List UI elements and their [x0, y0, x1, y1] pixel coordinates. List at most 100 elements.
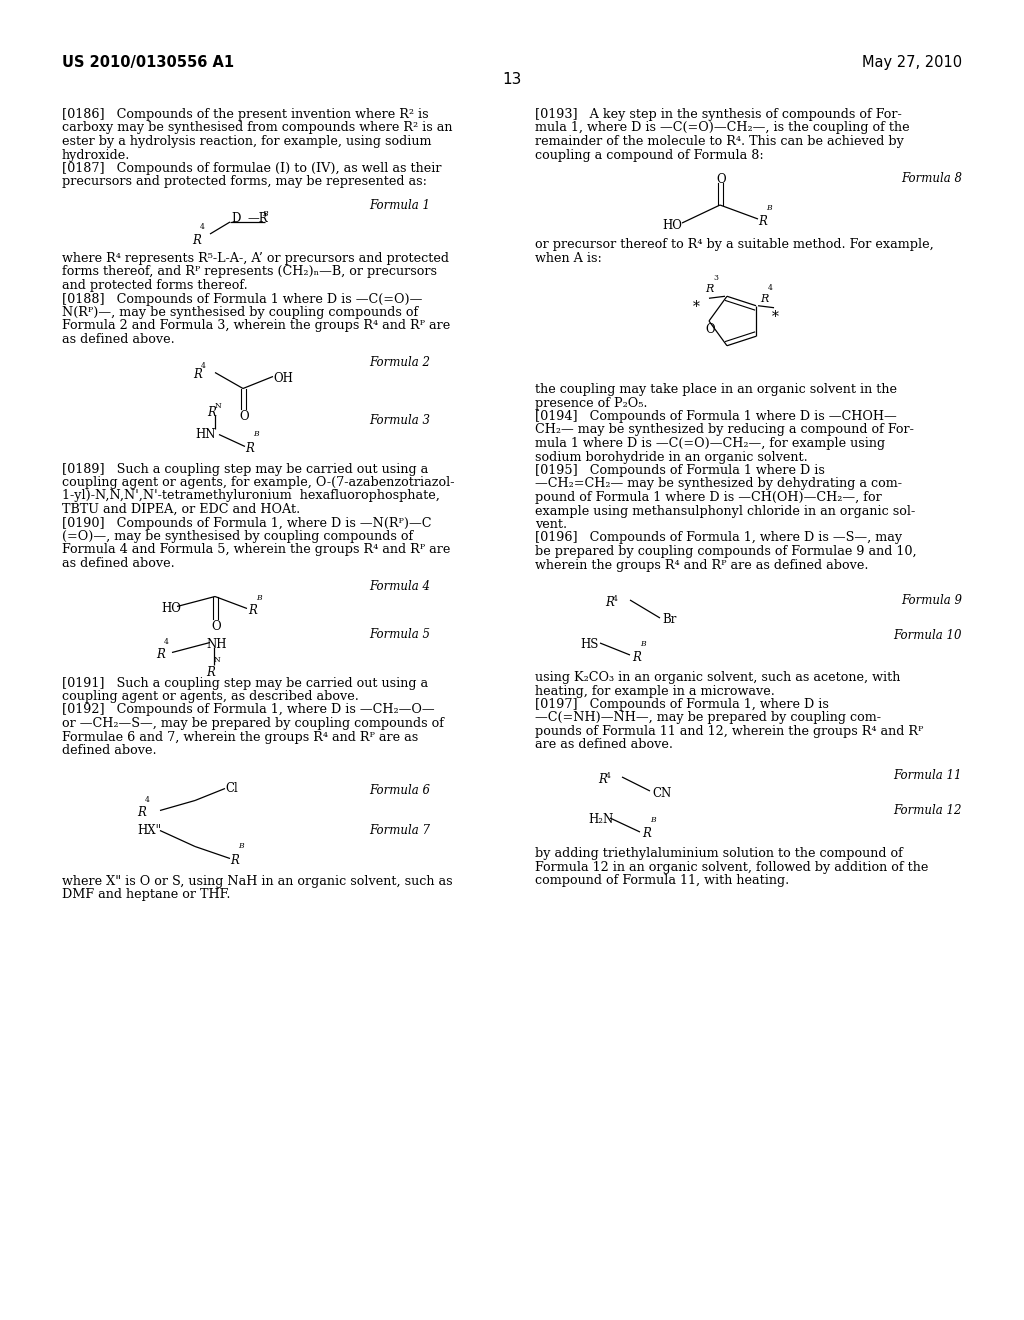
- Text: vent.: vent.: [535, 517, 567, 531]
- Text: DMF and heptane or THF.: DMF and heptane or THF.: [62, 888, 230, 902]
- Text: B: B: [262, 210, 267, 218]
- Text: defined above.: defined above.: [62, 744, 157, 756]
- Text: [0194]   Compounds of Formula 1 where D is —CHOH—: [0194] Compounds of Formula 1 where D is…: [535, 411, 897, 422]
- Text: or precursor thereof to R⁴ by a suitable method. For example,: or precursor thereof to R⁴ by a suitable…: [535, 238, 934, 251]
- Text: US 2010/0130556 A1: US 2010/0130556 A1: [62, 55, 234, 70]
- Text: where R⁴ represents R⁵-L-A-, A’ or precursors and protected: where R⁴ represents R⁵-L-A-, A’ or precu…: [62, 252, 449, 265]
- Text: 1-yl)-N,N,N',N'-tetramethyluronium  hexafluorophosphate,: 1-yl)-N,N,N',N'-tetramethyluronium hexaf…: [62, 490, 440, 503]
- Text: H₂N: H₂N: [588, 813, 613, 826]
- Text: pounds of Formula 11 and 12, wherein the groups R⁴ and Rᴾ: pounds of Formula 11 and 12, wherein the…: [535, 725, 924, 738]
- Text: [0196]   Compounds of Formula 1, where D is —S—, may: [0196] Compounds of Formula 1, where D i…: [535, 532, 902, 544]
- Text: 4: 4: [201, 363, 206, 371]
- Text: O: O: [239, 411, 249, 424]
- Text: Formula 12 in an organic solvent, followed by addition of the: Formula 12 in an organic solvent, follow…: [535, 861, 929, 874]
- Text: 4: 4: [606, 772, 611, 780]
- Text: forms thereof, and Rᴾ represents (CH₂)ₙ—B, or precursors: forms thereof, and Rᴾ represents (CH₂)ₙ—…: [62, 265, 437, 279]
- Text: wherein the groups R⁴ and Rᴾ are as defined above.: wherein the groups R⁴ and Rᴾ are as defi…: [535, 558, 868, 572]
- Text: Formula 4 and Formula 5, wherein the groups R⁴ and Rᴾ are: Formula 4 and Formula 5, wherein the gro…: [62, 544, 451, 557]
- Text: B: B: [640, 640, 645, 648]
- Text: R: R: [598, 774, 607, 785]
- Text: [0190]   Compounds of Formula 1, where D is —N(Rᴾ)—C: [0190] Compounds of Formula 1, where D i…: [62, 516, 431, 529]
- Text: be prepared by coupling compounds of Formulae 9 and 10,: be prepared by coupling compounds of For…: [535, 545, 916, 558]
- Text: HO: HO: [161, 602, 181, 615]
- Text: hydroxide.: hydroxide.: [62, 149, 130, 161]
- Text: sodium borohydride in an organic solvent.: sodium borohydride in an organic solvent…: [535, 450, 808, 463]
- Text: mula 1, where D is —C(=O)—CH₂—, is the coupling of the: mula 1, where D is —C(=O)—CH₂—, is the c…: [535, 121, 909, 135]
- Text: D: D: [231, 213, 241, 224]
- Text: Formula 12: Formula 12: [894, 804, 962, 817]
- Text: 4: 4: [200, 223, 205, 231]
- Text: coupling agent or agents, as described above.: coupling agent or agents, as described a…: [62, 690, 358, 704]
- Text: —CH₂=CH₂— may be synthesized by dehydrating a com-: —CH₂=CH₂— may be synthesized by dehydrat…: [535, 478, 902, 491]
- Text: R: R: [193, 234, 201, 247]
- Text: 4: 4: [768, 284, 773, 292]
- Text: O: O: [211, 620, 220, 634]
- Text: as defined above.: as defined above.: [62, 333, 175, 346]
- Text: R: R: [206, 667, 215, 680]
- Text: 4: 4: [164, 638, 169, 645]
- Text: [0195]   Compounds of Formula 1 where D is: [0195] Compounds of Formula 1 where D is: [535, 465, 825, 477]
- Text: are as defined above.: are as defined above.: [535, 738, 673, 751]
- Text: 13: 13: [503, 73, 521, 87]
- Text: 3: 3: [713, 275, 718, 282]
- Text: R: R: [207, 407, 216, 420]
- Text: [0197]   Compounds of Formula 1, where D is: [0197] Compounds of Formula 1, where D i…: [535, 698, 828, 711]
- Text: HS: HS: [580, 638, 598, 651]
- Text: N: N: [214, 656, 221, 664]
- Text: *: *: [693, 300, 699, 314]
- Text: Formula 10: Formula 10: [894, 630, 962, 642]
- Text: R: R: [230, 854, 239, 866]
- Text: B: B: [766, 205, 772, 213]
- Text: (=O)—, may be synthesised by coupling compounds of: (=O)—, may be synthesised by coupling co…: [62, 531, 414, 543]
- Text: Formula 5: Formula 5: [369, 628, 430, 642]
- Text: Formula 3: Formula 3: [369, 414, 430, 428]
- Text: O: O: [716, 173, 726, 186]
- Text: B: B: [253, 429, 259, 437]
- Text: mula 1 where D is —C(=O)—CH₂—, for example using: mula 1 where D is —C(=O)—CH₂—, for examp…: [535, 437, 885, 450]
- Text: —R: —R: [247, 213, 267, 224]
- Text: Formula 7: Formula 7: [369, 825, 430, 837]
- Text: B: B: [650, 816, 655, 824]
- Text: TBTU and DIPEA, or EDC and HOAt.: TBTU and DIPEA, or EDC and HOAt.: [62, 503, 300, 516]
- Text: [0193]   A key step in the synthesis of compounds of For-: [0193] A key step in the synthesis of co…: [535, 108, 902, 121]
- Text: ester by a hydrolysis reaction, for example, using sodium: ester by a hydrolysis reaction, for exam…: [62, 135, 431, 148]
- Text: heating, for example in a microwave.: heating, for example in a microwave.: [535, 685, 775, 697]
- Text: [0188]   Compounds of Formula 1 where D is —C(=O)—: [0188] Compounds of Formula 1 where D is…: [62, 293, 422, 305]
- Text: by adding triethylaluminium solution to the compound of: by adding triethylaluminium solution to …: [535, 847, 903, 861]
- Text: Cl: Cl: [225, 783, 238, 796]
- Text: Formula 2 and Formula 3, wherein the groups R⁴ and Rᴾ are: Formula 2 and Formula 3, wherein the gro…: [62, 319, 451, 333]
- Text: N(Rᴾ)—, may be synthesised by coupling compounds of: N(Rᴾ)—, may be synthesised by coupling c…: [62, 306, 418, 319]
- Text: 4: 4: [145, 796, 150, 804]
- Text: R: R: [642, 828, 651, 840]
- Text: where X" is O or S, using NaH in an organic solvent, such as: where X" is O or S, using NaH in an orga…: [62, 874, 453, 887]
- Text: carboxy may be synthesised from compounds where R² is an: carboxy may be synthesised from compound…: [62, 121, 453, 135]
- Text: Formula 2: Formula 2: [369, 356, 430, 370]
- Text: N: N: [215, 403, 222, 411]
- Text: B: B: [238, 842, 244, 850]
- Text: Formulae 6 and 7, wherein the groups R⁴ and Rᴾ are as: Formulae 6 and 7, wherein the groups R⁴ …: [62, 730, 418, 743]
- Text: precursors and protected forms, may be represented as:: precursors and protected forms, may be r…: [62, 176, 427, 189]
- Text: [0191]   Such a coupling step may be carried out using a: [0191] Such a coupling step may be carri…: [62, 676, 428, 689]
- Text: May 27, 2010: May 27, 2010: [862, 55, 962, 70]
- Text: R: R: [193, 368, 202, 381]
- Text: coupling agent or agents, for example, O-(7-azabenzotriazol-: coupling agent or agents, for example, O…: [62, 477, 455, 488]
- Text: using K₂CO₃ in an organic solvent, such as acetone, with: using K₂CO₃ in an organic solvent, such …: [535, 671, 900, 684]
- Text: R: R: [245, 441, 254, 454]
- Text: R: R: [248, 605, 257, 618]
- Text: R: R: [632, 651, 641, 664]
- Text: OH: OH: [273, 372, 293, 385]
- Text: when A is:: when A is:: [535, 252, 602, 264]
- Text: the coupling may take place in an organic solvent in the: the coupling may take place in an organi…: [535, 383, 897, 396]
- Text: Formula 9: Formula 9: [901, 594, 962, 607]
- Text: [0186]   Compounds of the present invention where R² is: [0186] Compounds of the present inventio…: [62, 108, 429, 121]
- Text: pound of Formula 1 where D is —CH(OH)—CH₂—, for: pound of Formula 1 where D is —CH(OH)—CH…: [535, 491, 882, 504]
- Text: [0192]   Compounds of Formula 1, where D is —CH₂—O—: [0192] Compounds of Formula 1, where D i…: [62, 704, 434, 717]
- Text: R: R: [156, 648, 165, 661]
- Text: [0189]   Such a coupling step may be carried out using a: [0189] Such a coupling step may be carri…: [62, 462, 428, 475]
- Text: Formula 4: Formula 4: [369, 581, 430, 594]
- Text: and protected forms thereof.: and protected forms thereof.: [62, 279, 248, 292]
- Text: HO: HO: [662, 219, 682, 232]
- Text: or —CH₂—S—, may be prepared by coupling compounds of: or —CH₂—S—, may be prepared by coupling …: [62, 717, 444, 730]
- Text: as defined above.: as defined above.: [62, 557, 175, 570]
- Text: Formula 11: Formula 11: [894, 770, 962, 781]
